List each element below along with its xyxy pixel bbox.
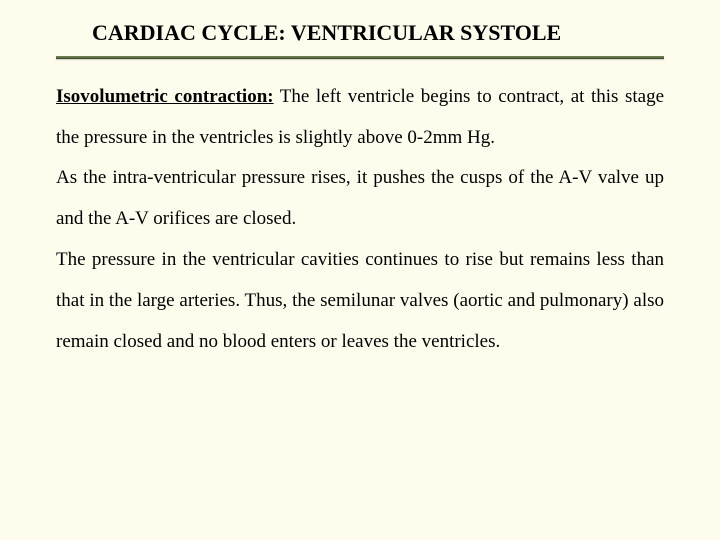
title-block: CARDIAC CYCLE: VENTRICULAR SYSTOLE: [92, 18, 664, 48]
paragraph-lead: Isovolumetric contraction:: [56, 86, 274, 107]
paragraph-2: As the intra-ventricular pressure rises,…: [56, 167, 664, 229]
paragraph-3: The pressure in the ventricular cavities…: [56, 249, 664, 352]
slide-container: CARDIAC CYCLE: VENTRICULAR SYSTOLE Isovo…: [0, 0, 720, 540]
title-divider: [56, 56, 664, 59]
body-text: Isovolumetric contraction: The left vent…: [56, 77, 664, 363]
slide-title: CARDIAC CYCLE: VENTRICULAR SYSTOLE: [92, 18, 664, 48]
